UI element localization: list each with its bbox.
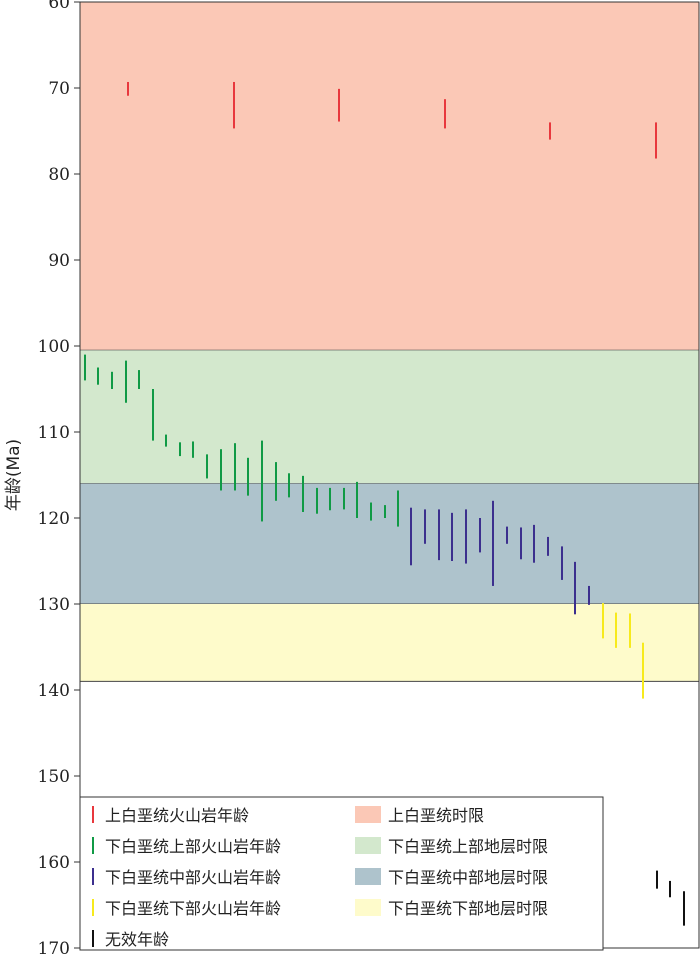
legend-label-7: 下白垩统下部地层时限	[388, 899, 548, 918]
legend-label-1: 上白垩统时限	[388, 806, 484, 825]
age-bands	[80, 2, 699, 682]
legend-label-0: 上白垩统火山岩年龄	[105, 806, 249, 825]
y-tick-label-110: 110	[38, 423, 70, 443]
legend-box	[79, 796, 604, 951]
y-axis-label: 年龄(Ma)	[4, 439, 24, 511]
y-tick-label-160: 160	[38, 853, 70, 873]
age-bars	[84, 81, 685, 926]
legend-label-5: 下白垩统中部地层时限	[388, 868, 548, 887]
y-tick-label-100: 100	[38, 337, 70, 357]
legend-label-8: 无效年龄	[105, 930, 169, 949]
y-tick-label-150: 150	[38, 767, 70, 787]
y-tick-label-170: 170	[38, 939, 70, 955]
legend-swatch-5	[355, 868, 381, 885]
y-tick-label-140: 140	[38, 681, 70, 701]
y-tick-label-60: 60	[48, 0, 70, 13]
y-tick-label-130: 130	[38, 595, 70, 615]
legend-label-2: 下白垩统上部火山岩年龄	[105, 837, 281, 856]
legend-label-4: 下白垩统中部火山岩年龄	[105, 868, 281, 887]
y-tick-label-80: 80	[48, 165, 70, 185]
band-1	[80, 350, 699, 484]
band-2	[80, 483, 699, 604]
legend-swatch-7	[355, 899, 381, 916]
y-tick-label-70: 70	[48, 79, 70, 99]
legend-swatch-3	[355, 837, 381, 854]
y-tick-label-90: 90	[48, 251, 70, 271]
band-3	[80, 604, 699, 682]
legend-swatch-1	[355, 806, 381, 823]
y-axis: 60 70 80 90 100 110 120 130 140 150 160 170	[38, 0, 80, 955]
legend-label-6: 下白垩统下部火山岩年龄	[105, 899, 281, 918]
band-0	[80, 2, 699, 351]
legend-label-3: 下白垩统上部地层时限	[388, 837, 548, 856]
y-tick-label-120: 120	[38, 509, 70, 529]
